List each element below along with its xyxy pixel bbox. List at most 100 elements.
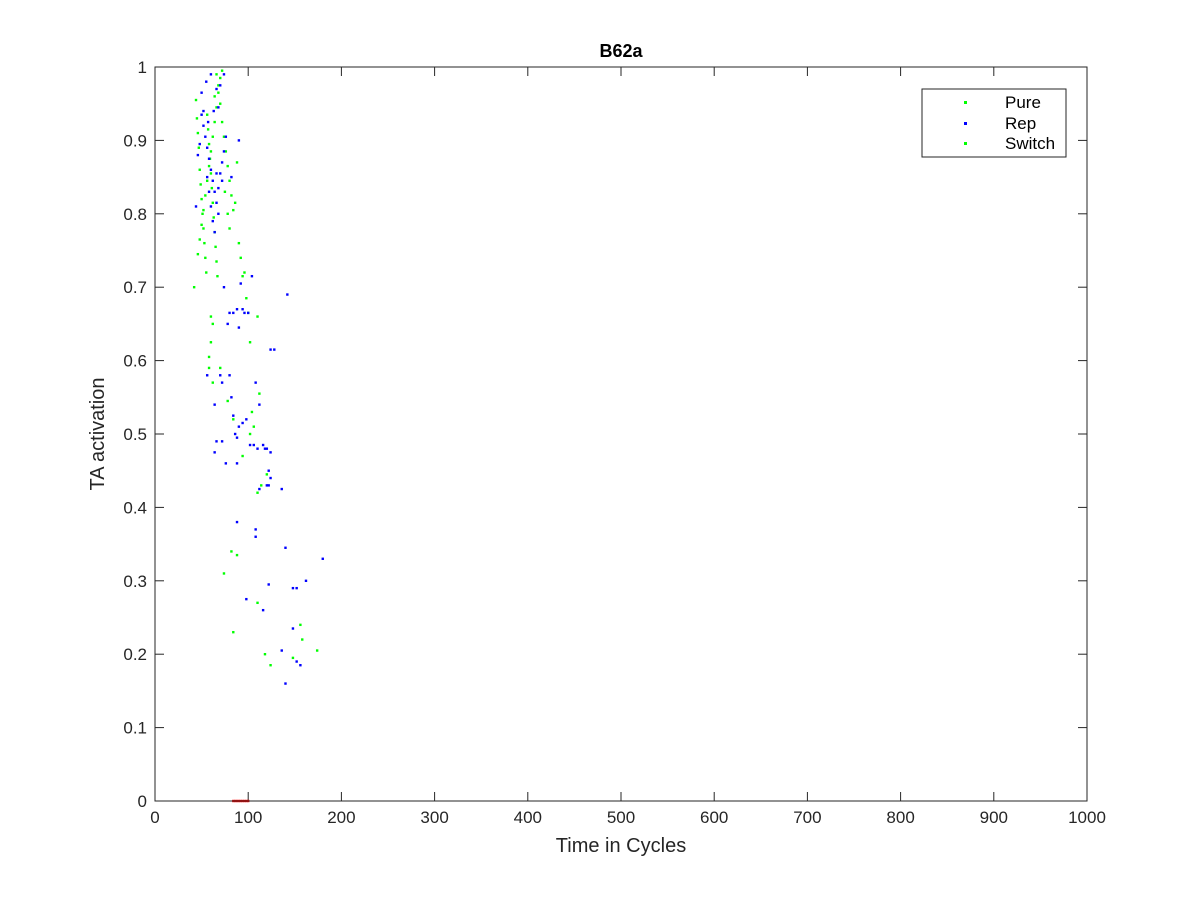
data-point — [212, 323, 214, 325]
data-point — [205, 80, 207, 82]
y-tick-label: 0.9 — [123, 131, 147, 150]
data-point — [232, 209, 234, 211]
data-point — [243, 312, 245, 314]
data-point — [268, 583, 270, 585]
data-point — [230, 550, 232, 552]
data-point — [221, 180, 223, 182]
data-point — [262, 609, 264, 611]
data-point — [269, 664, 271, 666]
data-point — [215, 73, 217, 75]
data-point — [213, 216, 215, 218]
data-point — [249, 444, 251, 446]
data-point — [240, 257, 242, 259]
legend-label-pure: Pure — [1005, 93, 1041, 112]
data-point — [238, 326, 240, 328]
data-point — [232, 631, 234, 633]
data-point — [264, 653, 266, 655]
data-point — [258, 488, 260, 490]
data-point — [204, 194, 206, 196]
data-point — [221, 69, 223, 71]
data-point — [230, 396, 232, 398]
data-point — [236, 462, 238, 464]
data-point — [215, 202, 217, 204]
data-point — [256, 602, 258, 604]
data-point — [268, 484, 270, 486]
data-point — [205, 271, 207, 273]
x-tick-label: 800 — [886, 808, 914, 827]
y-tick-label: 0.7 — [123, 278, 147, 297]
data-point — [223, 572, 225, 574]
data-point — [219, 172, 221, 174]
data-point — [210, 341, 212, 343]
data-point — [225, 136, 227, 138]
data-point — [197, 253, 199, 255]
data-point — [269, 451, 271, 453]
data-point — [217, 106, 219, 108]
data-point — [258, 392, 260, 394]
x-tick-label: 500 — [607, 808, 635, 827]
data-point — [204, 257, 206, 259]
data-point — [212, 202, 214, 204]
data-point — [210, 169, 212, 171]
legend-label-rep: Rep — [1005, 114, 1036, 133]
data-point — [236, 554, 238, 556]
data-point — [199, 183, 201, 185]
data-point — [284, 682, 286, 684]
y-tick-label: 0.4 — [123, 498, 147, 517]
data-point — [299, 664, 301, 666]
data-point — [245, 598, 247, 600]
data-point — [249, 433, 251, 435]
data-point — [204, 136, 206, 138]
data-point — [253, 444, 255, 446]
data-point — [200, 198, 202, 200]
data-point — [269, 477, 271, 479]
data-point — [245, 297, 247, 299]
y-tick-label: 1 — [138, 58, 147, 77]
data-point — [260, 484, 262, 486]
data-point — [232, 312, 234, 314]
data-point — [269, 348, 271, 350]
data-point — [241, 422, 243, 424]
data-point — [193, 286, 195, 288]
data-point — [236, 436, 238, 438]
data-point — [212, 180, 214, 182]
data-point — [241, 275, 243, 277]
data-point — [213, 95, 215, 97]
data-point — [207, 121, 209, 123]
data-point — [202, 110, 204, 112]
data-point — [202, 209, 204, 211]
data-point — [207, 128, 209, 130]
data-point — [215, 260, 217, 262]
y-tick-label: 0.6 — [123, 352, 147, 371]
data-point — [230, 176, 232, 178]
x-tick-label: 700 — [793, 808, 821, 827]
data-point — [195, 205, 197, 207]
data-point — [249, 341, 251, 343]
data-point — [221, 121, 223, 123]
data-point — [217, 91, 219, 93]
data-point — [208, 158, 210, 160]
data-point — [201, 213, 203, 215]
data-point — [281, 649, 283, 651]
data-point — [254, 381, 256, 383]
data-point — [225, 462, 227, 464]
data-point — [292, 627, 294, 629]
x-tick-label: 400 — [514, 808, 542, 827]
x-tick-label: 0 — [150, 808, 159, 827]
data-point — [195, 99, 197, 101]
data-point — [241, 308, 243, 310]
data-point — [228, 312, 230, 314]
data-point — [219, 84, 221, 86]
data-point — [213, 403, 215, 405]
data-point — [215, 172, 217, 174]
data-point — [256, 315, 258, 317]
data-point — [216, 275, 218, 277]
data-point — [215, 440, 217, 442]
data-point — [234, 433, 236, 435]
data-point — [198, 147, 200, 149]
data-point — [210, 73, 212, 75]
data-point — [232, 418, 234, 420]
plot-background — [155, 67, 1087, 801]
legend-label-switch: Switch — [1005, 134, 1055, 153]
data-point — [212, 136, 214, 138]
